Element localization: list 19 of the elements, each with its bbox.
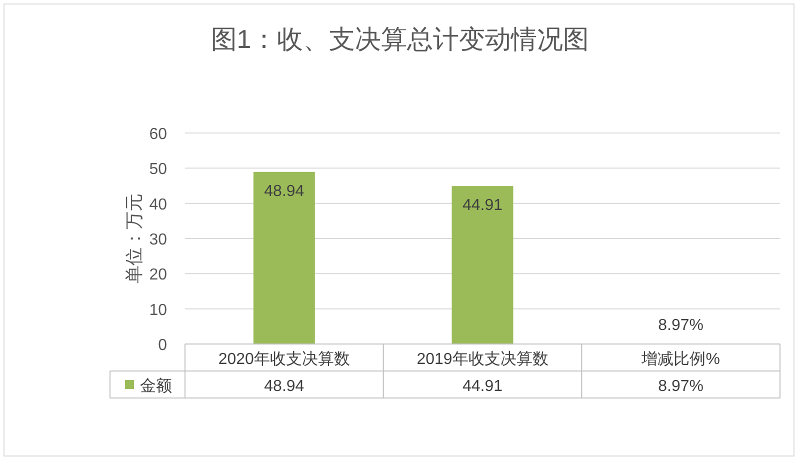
- y-tick-label: 60: [149, 126, 168, 143]
- x-tick-label: 2019年收支决算数: [416, 350, 548, 368]
- y-tick-label: 50: [149, 161, 168, 178]
- title: 图1：收、支决算总计变动情况图: [210, 24, 590, 54]
- text: 48.94: [264, 182, 304, 200]
- y-tick-label: 10: [149, 302, 168, 319]
- text: 44.91: [462, 197, 503, 214]
- text: 8.97%: [658, 317, 704, 334]
- data-label: 48.94: [264, 378, 304, 395]
- legend-label: 金额: [140, 377, 172, 395]
- x-tick-label: 增减比例%: [640, 350, 720, 368]
- data-label: 44.91: [462, 378, 503, 395]
- y-tick-label: 20: [149, 266, 168, 284]
- y-tick-label: 0: [158, 337, 168, 354]
- y-tick-label: 30: [149, 232, 168, 248]
- y-tick-label: 40: [149, 196, 168, 214]
- y-axis-title: 单位：万元: [124, 194, 144, 284]
- x-tick-label: 2020年收支决算数: [218, 350, 350, 368]
- data-label: 8.97%: [658, 378, 704, 395]
